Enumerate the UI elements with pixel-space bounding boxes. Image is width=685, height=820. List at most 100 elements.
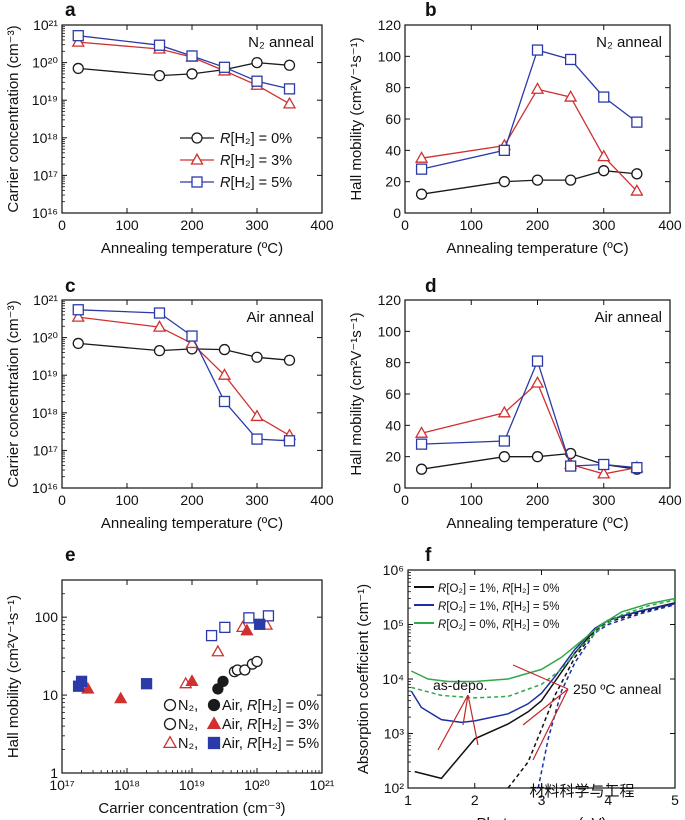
legend-marker-filled: [207, 698, 221, 712]
panel-label: d: [425, 276, 437, 297]
data-point: [498, 176, 511, 188]
annotation-as-depo: as-depo.: [433, 677, 487, 693]
x-axis-label: Annealing temperature (ºC): [446, 515, 628, 532]
legend-r: R: [247, 736, 258, 752]
series-line-1: [421, 381, 638, 475]
x-tick-label: 4: [604, 792, 612, 808]
x-tick-label: 300: [592, 217, 616, 233]
y-tick-label: 10¹⁶: [32, 205, 58, 221]
y-tick-label: 10¹⁶: [32, 480, 58, 496]
data-point: [186, 50, 198, 62]
data-point: [217, 368, 232, 380]
data-point: [218, 61, 231, 73]
data-point: [498, 451, 511, 463]
data-point: [240, 623, 254, 636]
legend-marker-filled: [206, 716, 222, 730]
x-tick-label: 100: [115, 492, 139, 508]
x-tick-label: 5: [671, 792, 679, 808]
data-point: [219, 621, 231, 634]
legend-marker: [190, 152, 204, 165]
legend-rest: [H₂] = 5%: [230, 175, 292, 191]
legend-label: Air, R[H₂] = 0%: [222, 698, 319, 714]
x-tick-label: 200: [180, 492, 204, 508]
y-tick-label: 80: [385, 355, 401, 371]
data-point: [415, 188, 428, 200]
x-tick-label: 300: [245, 492, 269, 508]
data-point: [283, 59, 296, 71]
legend-marker-filled: [207, 736, 221, 750]
legend-r: R: [438, 583, 446, 595]
data-point: [153, 69, 166, 82]
x-tick-label: 100: [460, 492, 484, 508]
y-tick-label: 10¹⁷: [33, 442, 58, 458]
data-point: [153, 344, 166, 357]
legend-label: R[O₂] = 0%, R[H₂] = 0%: [438, 619, 559, 631]
data-point: [415, 463, 428, 475]
data-point: [75, 675, 88, 688]
x-axis-label: Carrier concentration (cm⁻³): [98, 800, 285, 817]
data-point: [415, 163, 428, 175]
data-point: [186, 330, 198, 342]
legend-rest: [H₂] = 0%: [230, 131, 292, 147]
y-tick-label: 120: [378, 17, 402, 33]
data-point: [251, 655, 263, 668]
data-point: [72, 62, 84, 75]
y-tick-label: 80: [385, 80, 401, 96]
legend-b: [H₂] = 0%: [511, 619, 560, 631]
y-tick-label: 60: [385, 111, 401, 127]
data-point: [239, 664, 251, 676]
y-tick-label: 100: [378, 323, 402, 339]
x-tick-label: 200: [526, 217, 550, 233]
legend-rest: [H₂] = 5%: [257, 736, 319, 752]
panel-f: 1 2 3 4 5 10² 10³ 10⁴ 10⁵ 10⁶ Photon energy (eV) Ab…: [355, 545, 679, 820]
data-point: [217, 675, 229, 688]
y-tick-label: 100: [378, 48, 402, 64]
legend-marker-open: [163, 717, 177, 731]
panel-label: c: [65, 276, 76, 297]
annotation-arrow: [522, 688, 569, 726]
y-axis-label: Carrier concentration (cm⁻³): [5, 25, 22, 212]
data-point: [186, 68, 198, 80]
panel-label: a: [65, 0, 76, 21]
legend-marker: [191, 132, 203, 144]
data-point: [531, 174, 544, 186]
annotation-arrow: [532, 688, 569, 761]
legend-r: R: [502, 619, 510, 631]
data-point: [283, 354, 296, 366]
legend-b: [H₂] = 0%: [511, 583, 560, 595]
data-point: [415, 438, 428, 450]
y-tick-label: 10¹⁸: [32, 130, 58, 146]
x-tick-label: 400: [658, 217, 682, 233]
legend-r: R: [502, 601, 510, 613]
data-point: [283, 435, 296, 447]
annotation-arrow: [462, 694, 469, 726]
legend-r: R: [247, 698, 258, 714]
data-point: [414, 151, 429, 163]
data-point: [153, 307, 166, 319]
legend-r: R: [438, 619, 446, 631]
data-point: [71, 310, 85, 322]
data-point: [598, 165, 610, 177]
series-line-1: [421, 88, 638, 192]
y-tick-label: 10²⁰: [32, 55, 58, 71]
legend-r: R: [502, 583, 510, 595]
data-point: [282, 96, 297, 109]
data-point: [212, 683, 224, 695]
data-point: [530, 82, 545, 94]
x-tick-label: 1: [404, 792, 412, 808]
legend-air: Air,: [222, 736, 247, 752]
legend-label: Air, R[H₂] = 3%: [222, 717, 319, 733]
annotation-anneal: 250 ºC anneal: [573, 681, 661, 697]
x-tick-label: 10¹⁹: [179, 777, 205, 793]
plot-frame: [61, 299, 323, 489]
data-point: [262, 610, 275, 622]
y-tick-label: 10³: [384, 726, 405, 742]
data-point: [205, 629, 218, 642]
y-tick-label: 10⁶: [383, 562, 404, 578]
spectrum-line-1: [507, 603, 676, 789]
data-point: [72, 304, 84, 316]
data-point: [564, 89, 578, 102]
legend-a: [O₂] = 1%,: [446, 583, 502, 595]
annotation-arrow: [512, 664, 569, 690]
data-point: [243, 612, 255, 624]
